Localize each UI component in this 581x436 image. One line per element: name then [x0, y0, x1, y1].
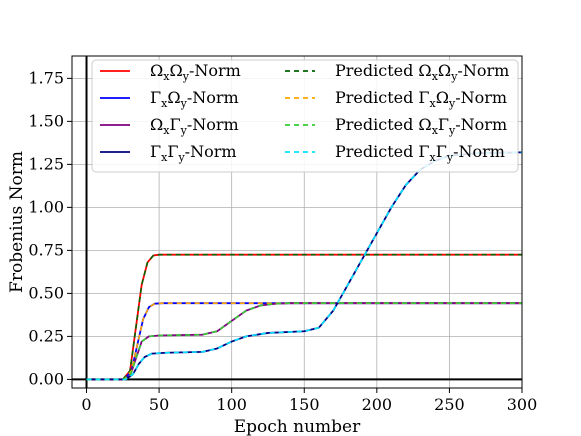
- legend-label-5: Predicted ΩxΩy-Norm: [335, 61, 509, 83]
- y-tick-label-2: 0.50: [28, 283, 64, 302]
- legend-label-3: ΩxΓy-Norm: [150, 115, 239, 137]
- legend-label-4: ΓxΓy-Norm: [150, 142, 237, 164]
- y-tick-label-4: 1.00: [28, 197, 64, 216]
- legend-label-7: Predicted ΩxΓy-Norm: [335, 115, 507, 137]
- y-tick-label-0: 0.00: [28, 369, 64, 388]
- x-tick-label-1: 50: [149, 395, 169, 414]
- x-tick-label-0: 0: [81, 395, 91, 414]
- x-tick-label-3: 150: [289, 395, 320, 414]
- x-tick-label-6: 300: [507, 395, 538, 414]
- legend: ΩxΩy-Norm ΓxΩy-Norm ΩxΓy-Norm ΓxΓy-Norm Pred…: [91, 59, 519, 173]
- legend-label-1: ΩxΩy-Norm: [150, 61, 241, 83]
- series-line-5: [86, 253, 522, 381]
- legend-label-8: Predicted ΓxΓy-Norm: [335, 142, 505, 164]
- y-tick-label-6: 1.50: [28, 111, 64, 130]
- x-axis-label: Epoch number: [234, 417, 361, 436]
- series-line-7: [86, 302, 522, 381]
- y-tick-label-7: 1.75: [28, 68, 64, 87]
- x-axis-ticks: 0 50 100 150 200 250 300: [81, 388, 537, 414]
- legend-label-6: Predicted ΓxΩy-Norm: [335, 88, 507, 110]
- series-line-6: [86, 302, 522, 381]
- y-axis-ticks: 0.00 0.25 0.50 0.75 1.00 1.25 1.50 1.75: [28, 68, 72, 388]
- y-axis-label: Frobenius Norm: [7, 151, 27, 293]
- x-tick-label-4: 200: [362, 395, 393, 414]
- x-tick-label-2: 100: [216, 395, 247, 414]
- reference-lines: [72, 56, 522, 388]
- legend-box: [91, 59, 519, 173]
- y-tick-label-1: 0.25: [28, 326, 64, 345]
- y-tick-label-5: 1.25: [28, 154, 64, 173]
- plot-frame: [71, 55, 523, 389]
- y-tick-label-3: 0.75: [28, 240, 64, 259]
- legend-label-2: ΓxΩy-Norm: [150, 88, 239, 110]
- x-tick-label-5: 250: [434, 395, 465, 414]
